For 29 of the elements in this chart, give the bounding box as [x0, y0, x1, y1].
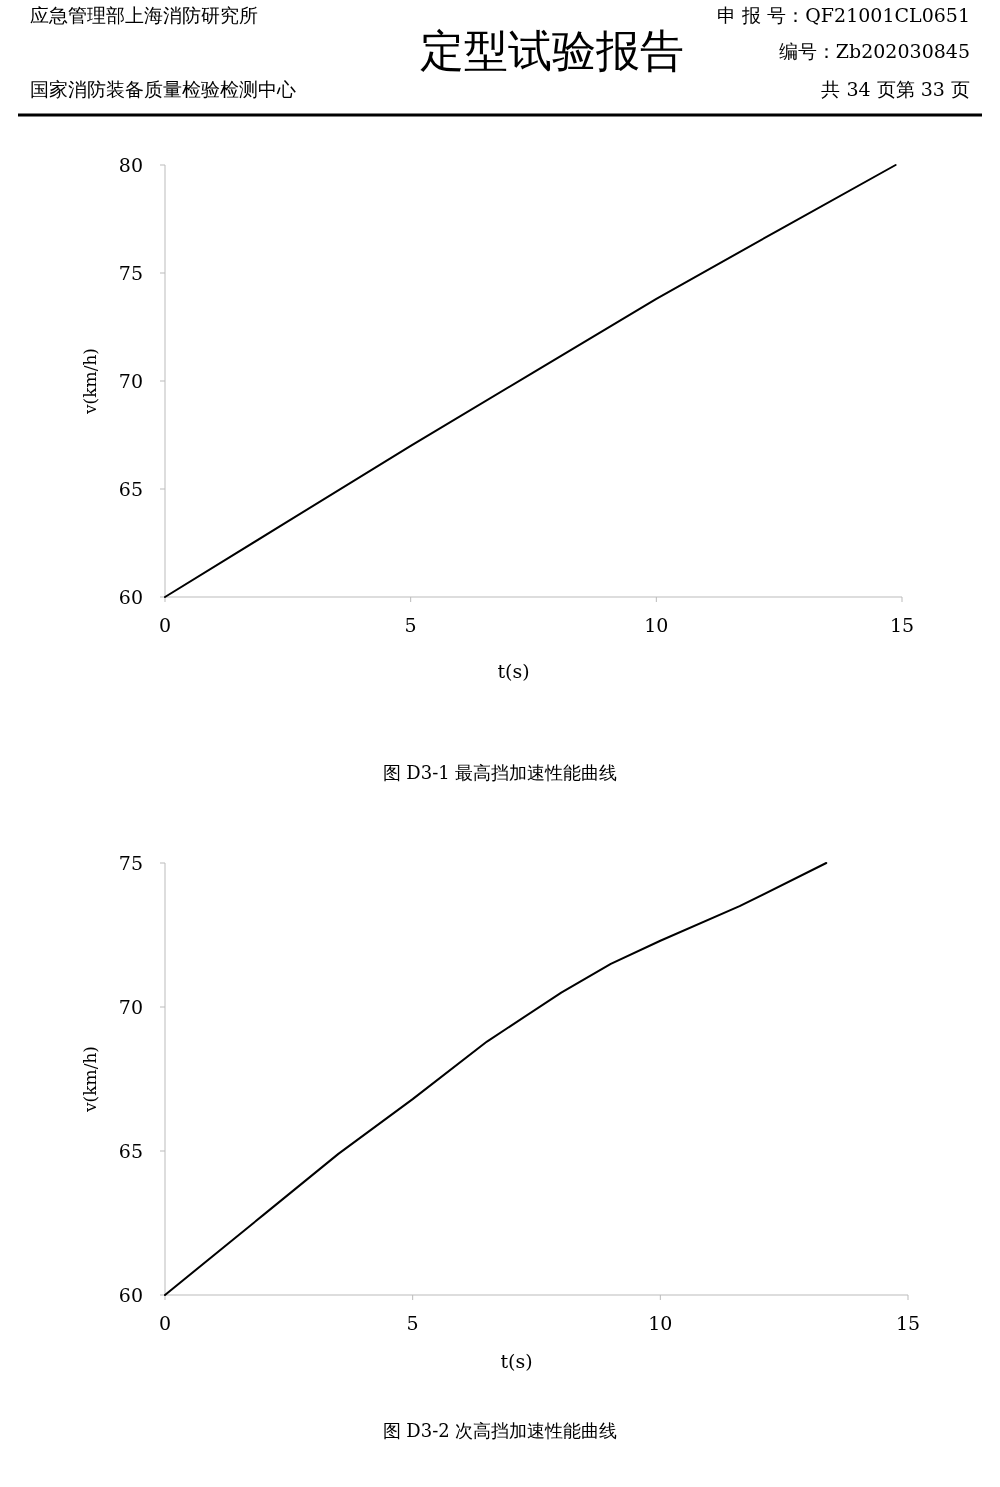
x-tick-label: 0 [158, 1312, 172, 1334]
x-axis-title: t(s) [500, 1350, 533, 1372]
x-tick-label: 10 [648, 1312, 673, 1334]
text: 共 34 页第 33 页 [821, 78, 970, 100]
x-tick-label: 15 [889, 614, 915, 636]
text: 编号：Zb202030845 [778, 40, 970, 62]
y-tick-label: 70 [118, 996, 143, 1018]
y-tick-label: 80 [118, 154, 143, 176]
x-tick-label: 5 [404, 614, 417, 636]
text: 应急管理部上海消防研究所 [30, 4, 258, 26]
y-tick-label: 65 [118, 478, 143, 500]
y-tick-label: 75 [118, 262, 143, 284]
x-tick-label: 10 [644, 614, 669, 636]
y-tick-label: 60 [118, 1284, 143, 1306]
caption: 图 D3-1 最高挡加速性能曲线 [382, 762, 618, 783]
text: 申 报 号：QF21001CL0651 [717, 4, 970, 26]
x-tick-label: 5 [406, 1312, 419, 1334]
y-tick-label: 65 [118, 1140, 143, 1162]
y-tick-label: 60 [118, 586, 143, 608]
y-axis-title: v(km/h) [80, 348, 100, 415]
x-axis-title: t(s) [497, 660, 530, 682]
x-tick-label: 15 [895, 1312, 921, 1334]
x-tick-label: 0 [158, 614, 172, 636]
text: 国家消防装备质量检验检测中心 [30, 78, 296, 100]
caption: 图 D3-2 次高挡加速性能曲线 [382, 1420, 618, 1441]
y-axis-title: v(km/h) [80, 1046, 100, 1113]
y-tick-label: 75 [118, 852, 143, 874]
chart-title: 定型试验报告 [420, 25, 684, 76]
y-tick-label: 70 [118, 370, 143, 392]
